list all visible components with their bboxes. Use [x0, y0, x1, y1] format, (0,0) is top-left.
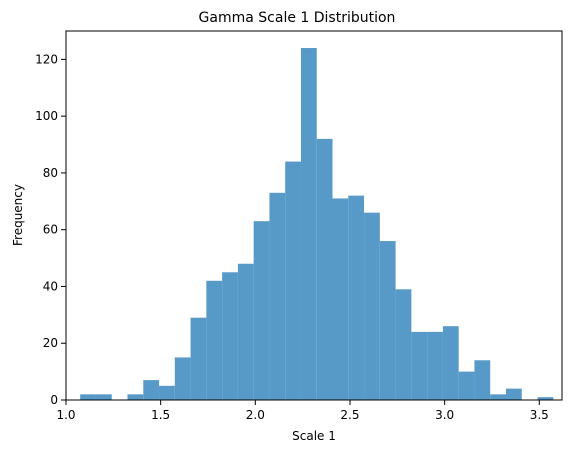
histogram-bar	[490, 394, 506, 400]
histogram-bar	[143, 380, 160, 400]
histogram-bar	[95, 394, 112, 400]
histogram-bar	[364, 212, 380, 400]
y-tick-label: 40	[43, 279, 58, 293]
histogram-bar	[285, 161, 301, 400]
y-tick-label: 80	[43, 166, 58, 180]
bars-group	[80, 48, 554, 401]
histogram-bar	[222, 272, 238, 400]
histogram-bar	[174, 357, 191, 400]
histogram-bar	[237, 263, 254, 400]
histogram-bar	[316, 138, 333, 400]
histogram-bar	[348, 195, 365, 400]
y-tick-label: 60	[43, 223, 58, 237]
histogram-bar	[411, 331, 428, 400]
x-tick-label: 2.0	[246, 408, 265, 422]
histogram-bar	[474, 360, 491, 400]
x-tick-label: 2.5	[340, 408, 359, 422]
histogram-bar	[379, 241, 396, 400]
histogram-bar	[269, 192, 286, 400]
histogram-bar	[395, 289, 412, 400]
histogram-bar	[537, 397, 554, 400]
histogram-bar	[427, 331, 443, 400]
histogram-bar	[300, 48, 317, 401]
plot-frame	[65, 30, 563, 401]
histogram-bar	[442, 326, 459, 400]
histogram-bar	[206, 280, 223, 400]
histogram-bar	[505, 388, 522, 400]
x-tick-label: 1.5	[151, 408, 170, 422]
histogram-bar	[458, 371, 475, 400]
x-axis-ticks: 1.0 1.5 2.0 2.5 3.0 3.5	[56, 400, 549, 422]
x-tick-label: 1.0	[56, 408, 75, 422]
y-tick-label: 0	[50, 393, 58, 407]
histogram-bar	[190, 317, 207, 400]
chart-title: Gamma Scale 1 Distribution	[199, 10, 396, 26]
x-axis-label: Scale 1	[292, 429, 336, 443]
y-axis-label: Frequency	[11, 184, 25, 246]
histogram-bar	[332, 198, 349, 400]
y-axis-ticks: 0 20 40 60 80 100 120	[35, 52, 66, 407]
histogram-bar	[80, 394, 96, 400]
x-tick-label: 3.0	[435, 408, 454, 422]
y-tick-label: 20	[43, 336, 58, 350]
histogram-bar	[127, 394, 144, 400]
histogram-bar	[253, 221, 270, 400]
y-tick-label: 100	[35, 109, 58, 123]
y-tick-label: 120	[35, 52, 58, 66]
histogram-bar	[159, 385, 175, 400]
x-tick-label: 3.5	[530, 408, 549, 422]
